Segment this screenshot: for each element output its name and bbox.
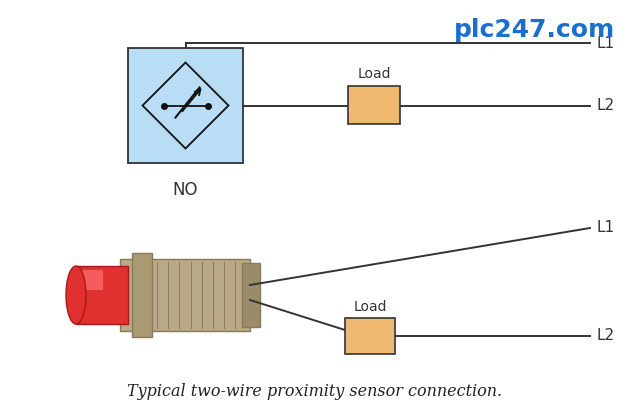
Text: L1: L1: [597, 220, 615, 235]
Bar: [132, 253, 152, 337]
Text: Typical two-wire proximity sensor connection.: Typical two-wire proximity sensor connec…: [127, 383, 502, 400]
Ellipse shape: [66, 266, 86, 324]
Text: plc247.com: plc247.com: [454, 18, 615, 42]
Text: Load: Load: [353, 300, 387, 314]
Text: L2: L2: [597, 329, 615, 344]
Bar: [242, 263, 260, 327]
Text: L2: L2: [597, 98, 615, 113]
Bar: [76, 266, 128, 324]
Text: L1: L1: [597, 35, 615, 50]
Bar: [80, 270, 103, 290]
Bar: [345, 318, 395, 354]
Bar: [128, 48, 243, 163]
Bar: [120, 259, 250, 331]
Bar: [348, 86, 400, 124]
Text: Load: Load: [357, 67, 391, 82]
Text: NO: NO: [173, 181, 198, 199]
